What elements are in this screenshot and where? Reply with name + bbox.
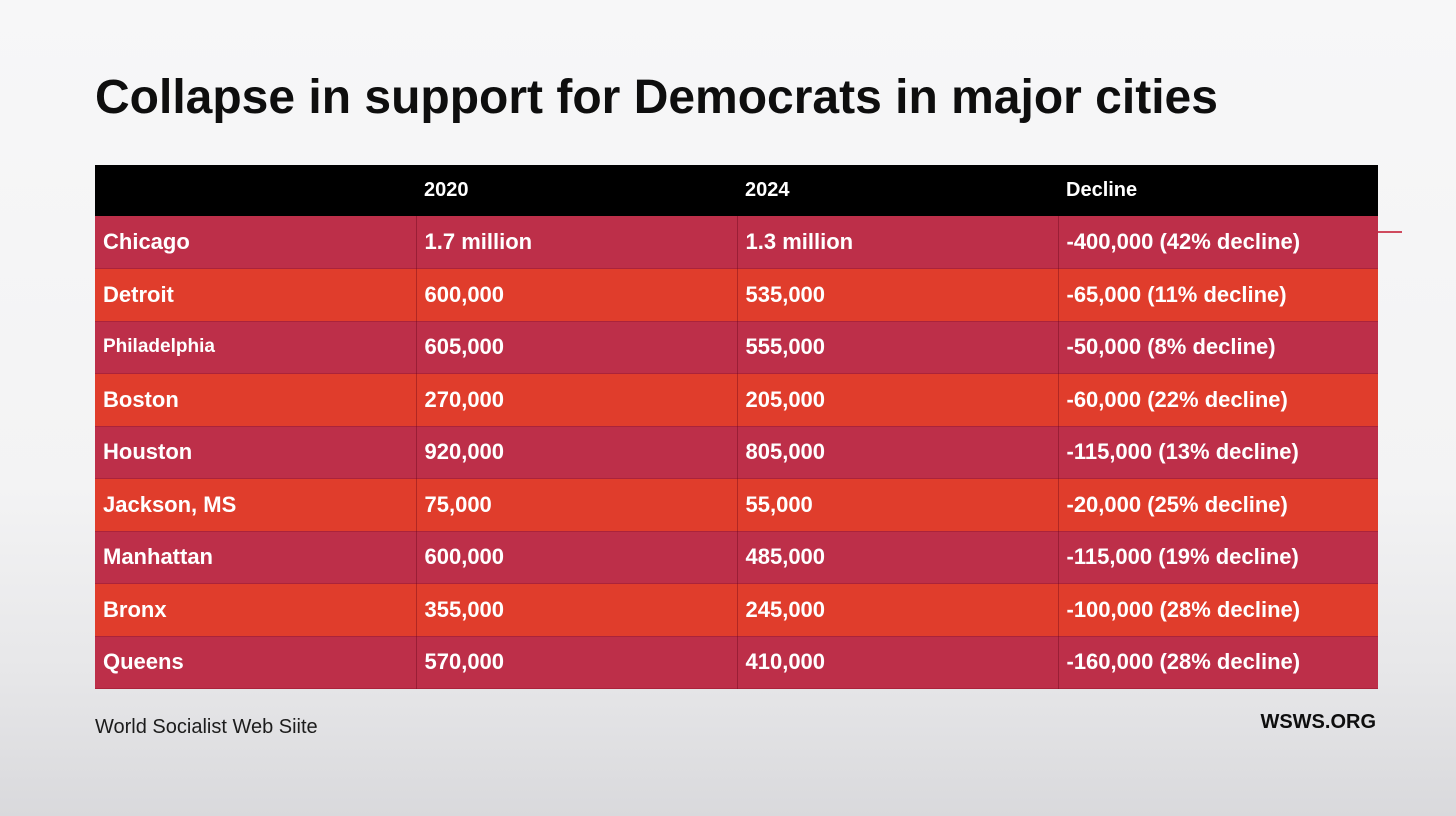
value-2024-cell: 805,000 [737,426,1059,479]
city-cell: Philadelphia [95,321,417,374]
city-cell: Detroit [95,268,417,322]
decline-cell: -20,000 (25% decline) [1058,478,1378,532]
value-2024-cell: 555,000 [737,321,1059,374]
value-2020-cell: 600,000 [416,531,738,584]
value-2020-cell: 570,000 [416,636,738,689]
city-cell: Houston [95,426,417,479]
table-header-row: 2020 2024 Decline [95,165,1378,216]
value-2024-cell: 205,000 [737,373,1059,427]
value-2024-cell: 485,000 [737,531,1059,584]
value-2020-cell: 600,000 [416,268,738,322]
slide-title: Collapse in support for Democrats in maj… [95,71,1218,124]
decline-cell: -115,000 (13% decline) [1058,426,1378,479]
city-cell: Boston [95,373,417,427]
column-header-2024: 2024 [737,165,1058,216]
table-row: Philadelphia 605,000 555,000 -50,000 (8%… [95,321,1378,374]
table-row: Bronx 355,000 245,000 -100,000 (28% decl… [95,583,1378,637]
decline-cell: -115,000 (19% decline) [1058,531,1378,584]
column-header-2020: 2020 [416,165,737,216]
decline-cell: -400,000 (42% decline) [1058,216,1378,269]
table-row: Queens 570,000 410,000 -160,000 (28% dec… [95,636,1378,689]
table-row: Detroit 600,000 535,000 -65,000 (11% dec… [95,268,1378,322]
table-row: Boston 270,000 205,000 -60,000 (22% decl… [95,373,1378,427]
value-2020-cell: 920,000 [416,426,738,479]
city-cell: Bronx [95,583,417,637]
decline-cell: -65,000 (11% decline) [1058,268,1378,322]
column-header-decline: Decline [1058,165,1378,216]
value-2024-cell: 55,000 [737,478,1059,532]
value-2020-cell: 1.7 million [416,216,738,269]
value-2024-cell: 410,000 [737,636,1059,689]
value-2020-cell: 355,000 [416,583,738,637]
city-cell: Chicago [95,216,417,269]
decline-cell: -50,000 (8% decline) [1058,321,1378,374]
value-2020-cell: 270,000 [416,373,738,427]
column-header-city [95,165,416,216]
source-credit: World Socialist Web Siite [95,716,318,738]
value-2020-cell: 75,000 [416,478,738,532]
table-body: Chicago 1.7 million 1.3 million -400,000… [95,216,1378,689]
decline-table: 2020 2024 Decline Chicago 1.7 million 1.… [95,165,1378,689]
table-row: Jackson, MS 75,000 55,000 -20,000 (25% d… [95,478,1378,532]
value-2020-cell: 605,000 [416,321,738,374]
decline-cell: -160,000 (28% decline) [1058,636,1378,689]
decline-cell: -100,000 (28% decline) [1058,583,1378,637]
city-cell: Jackson, MS [95,478,417,532]
value-2024-cell: 535,000 [737,268,1059,322]
brand-url: WSWS.ORG [1260,711,1376,733]
table-row: Chicago 1.7 million 1.3 million -400,000… [95,216,1378,269]
table-row: Houston 920,000 805,000 -115,000 (13% de… [95,426,1378,479]
value-2024-cell: 245,000 [737,583,1059,637]
city-cell: Queens [95,636,417,689]
decline-cell: -60,000 (22% decline) [1058,373,1378,427]
decorative-line [1378,231,1402,233]
city-cell: Manhattan [95,531,417,584]
value-2024-cell: 1.3 million [737,216,1059,269]
table-row: Manhattan 600,000 485,000 -115,000 (19% … [95,531,1378,584]
